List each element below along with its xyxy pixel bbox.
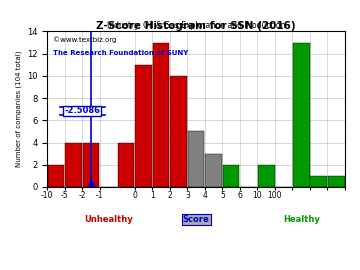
Bar bbox=[258, 165, 275, 187]
Text: Healthy: Healthy bbox=[283, 215, 320, 224]
Text: Score: Score bbox=[183, 215, 210, 224]
Bar bbox=[293, 43, 310, 187]
Text: The Research Foundation of SUNY: The Research Foundation of SUNY bbox=[53, 50, 189, 56]
Bar bbox=[153, 43, 170, 187]
Bar bbox=[118, 143, 134, 187]
Bar bbox=[170, 76, 187, 187]
Bar bbox=[310, 176, 327, 187]
Bar bbox=[188, 131, 204, 187]
Title: Z-Score Histogram for SSN (2016): Z-Score Histogram for SSN (2016) bbox=[96, 21, 296, 31]
Bar bbox=[65, 143, 82, 187]
Bar bbox=[328, 176, 345, 187]
Bar bbox=[83, 143, 99, 187]
Text: Industry: Oil & Gas Exploration and Production: Industry: Oil & Gas Exploration and Prod… bbox=[107, 21, 285, 30]
Text: ©www.textbiz.org: ©www.textbiz.org bbox=[53, 36, 117, 43]
Text: -2.5086: -2.5086 bbox=[64, 106, 100, 115]
Bar bbox=[205, 154, 222, 187]
Y-axis label: Number of companies (104 total): Number of companies (104 total) bbox=[15, 51, 22, 167]
Bar bbox=[48, 165, 64, 187]
Bar bbox=[223, 165, 239, 187]
Text: Unhealthy: Unhealthy bbox=[84, 215, 133, 224]
Bar bbox=[135, 65, 152, 187]
